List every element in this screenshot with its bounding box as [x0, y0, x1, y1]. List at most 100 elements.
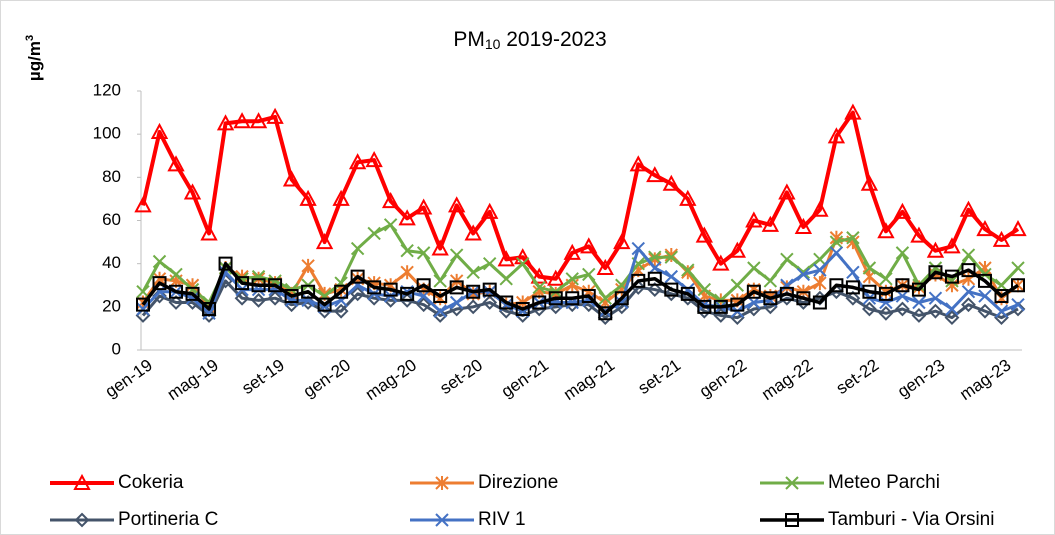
marker [416, 278, 431, 293]
marker [613, 232, 631, 250]
marker [695, 226, 713, 243]
marker [928, 291, 943, 305]
marker [631, 273, 646, 288]
marker [565, 291, 580, 306]
marker [152, 254, 167, 269]
marker [201, 308, 217, 323]
marker [499, 272, 513, 286]
marker [911, 282, 926, 297]
legend-item: Meteo Parchi [760, 472, 940, 493]
marker [796, 267, 811, 282]
series [134, 103, 1027, 286]
marker [994, 289, 1009, 304]
marker [811, 200, 829, 217]
marker [976, 220, 994, 237]
marker [268, 278, 283, 293]
marker [267, 290, 283, 306]
marker [629, 155, 647, 172]
marker [813, 252, 827, 267]
marker [185, 286, 200, 301]
marker [910, 226, 928, 243]
y-tick-label: 40 [102, 253, 121, 272]
marker [202, 301, 217, 316]
marker [449, 295, 464, 310]
marker [532, 280, 546, 295]
marker [746, 284, 761, 299]
marker [333, 303, 349, 319]
marker [315, 232, 334, 250]
marker [367, 226, 381, 241]
marker [580, 237, 598, 254]
marker [332, 189, 350, 206]
marker [383, 282, 398, 297]
y-axis-label: µg/m3 [24, 35, 45, 81]
marker [136, 302, 150, 316]
marker [1011, 278, 1025, 293]
marker [846, 265, 860, 280]
marker [829, 278, 844, 293]
marker [978, 289, 992, 303]
marker [829, 246, 844, 260]
marker [646, 166, 664, 183]
marker [598, 306, 613, 321]
marker [747, 261, 761, 275]
marker [813, 276, 827, 291]
marker [647, 282, 663, 297]
marker [893, 202, 912, 219]
marker [780, 278, 794, 292]
marker [348, 153, 367, 170]
marker [763, 274, 778, 288]
marker [400, 244, 414, 258]
marker [73, 473, 91, 490]
legend-label: RIV 1 [478, 509, 526, 530]
marker [398, 209, 416, 226]
marker [812, 295, 827, 310]
marker [249, 112, 268, 129]
marker [383, 218, 398, 232]
marker [728, 241, 747, 258]
marker [301, 258, 315, 273]
marker [977, 303, 993, 319]
marker [497, 250, 515, 267]
marker [662, 174, 680, 191]
marker [1009, 220, 1027, 237]
series [136, 218, 1025, 310]
marker [794, 217, 813, 234]
marker [778, 183, 796, 200]
marker [992, 230, 1011, 247]
marker [152, 276, 167, 291]
marker [433, 304, 447, 318]
marker [845, 280, 860, 295]
marker [730, 297, 745, 312]
marker [785, 513, 799, 527]
marker [317, 303, 333, 319]
marker [284, 289, 299, 304]
marker [516, 256, 530, 271]
series-line [141, 110, 1020, 281]
marker [631, 241, 645, 256]
y-tick-label: 60 [102, 210, 121, 229]
marker [449, 280, 464, 295]
marker [134, 196, 152, 213]
marker [647, 271, 662, 286]
marker [780, 252, 794, 267]
marker [829, 235, 844, 249]
marker [482, 295, 498, 310]
marker [235, 276, 250, 291]
marker [183, 183, 202, 200]
marker [136, 285, 150, 299]
marker [233, 112, 251, 129]
marker [977, 273, 992, 288]
marker [697, 299, 712, 314]
marker [136, 297, 150, 312]
marker [168, 295, 184, 310]
legend-item: Direzione [410, 472, 558, 493]
marker [435, 476, 449, 490]
marker [482, 256, 497, 271]
marker [945, 302, 959, 316]
marker [416, 246, 431, 260]
marker [400, 265, 414, 280]
marker [813, 263, 827, 277]
marker [878, 305, 894, 321]
marker [862, 284, 877, 299]
